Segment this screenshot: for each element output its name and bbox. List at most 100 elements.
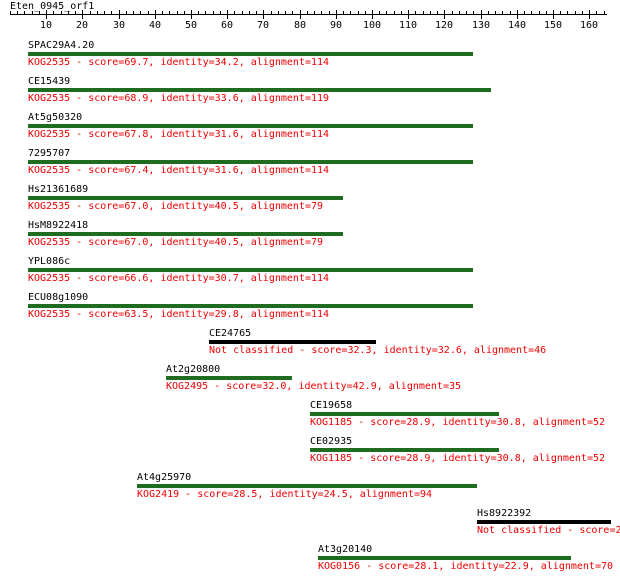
axis-minor-tick (148, 11, 149, 14)
axis-minor-tick (177, 11, 178, 14)
axis-major-tick (336, 10, 337, 19)
axis-minor-tick (278, 11, 279, 14)
hit-alignment-bar[interactable] (166, 376, 292, 380)
axis-minor-tick (329, 11, 330, 14)
axis-minor-tick (285, 11, 286, 14)
axis-tick-label: 10 (39, 20, 53, 31)
hit-name: CE02935 (310, 436, 353, 447)
axis-minor-tick (126, 11, 127, 14)
axis-tick-label: 50 (184, 20, 198, 31)
hit-alignment-bar[interactable] (28, 52, 473, 56)
hit-name: At5g50320 (28, 112, 83, 123)
axis-minor-tick (97, 11, 98, 14)
hit-alignment-bar[interactable] (28, 160, 473, 164)
axis-minor-tick (90, 11, 91, 14)
axis-major-tick (82, 10, 83, 19)
hit-description: KOG0156 - score=28.1, identity=22.9, ali… (318, 561, 614, 572)
hit-description: Not classified - score=28 (477, 525, 620, 536)
hit-alignment-bar[interactable] (310, 448, 499, 452)
hit-name: YPL086c (28, 256, 71, 267)
axis-minor-tick (213, 11, 214, 14)
axis-major-tick (263, 10, 264, 19)
axis-minor-tick (379, 11, 380, 14)
axis-minor-tick (575, 11, 576, 14)
hit-name: CE24765 (209, 328, 252, 339)
hit-description: Not classified - score=32.3, identity=32… (209, 345, 547, 356)
axis-tick-label: 60 (220, 20, 234, 31)
axis-tick-label: 160 (579, 20, 599, 31)
hit-description: KOG2535 - score=68.9, identity=33.6, ali… (28, 93, 330, 104)
hit-alignment-bar[interactable] (209, 340, 376, 344)
hit-description: KOG2419 - score=28.5, identity=24.5, ali… (137, 489, 433, 500)
axis-minor-tick (350, 11, 351, 14)
axis-minor-tick (111, 11, 112, 14)
axis-minor-tick (560, 11, 561, 14)
axis-major-tick (444, 10, 445, 19)
hit-alignment-bar[interactable] (28, 268, 473, 272)
axis-minor-tick (452, 11, 453, 14)
axis-minor-tick (184, 11, 185, 14)
axis-tick-label: 70 (256, 20, 270, 31)
axis-minor-tick (358, 11, 359, 14)
axis-minor-tick (524, 11, 525, 14)
axis-minor-tick (140, 11, 141, 14)
axis-tick-label: 100 (362, 20, 382, 31)
hit-name: At4g25970 (137, 472, 192, 483)
hit-description: KOG2535 - score=67.4, identity=31.6, ali… (28, 165, 330, 176)
axis-minor-tick (17, 11, 18, 14)
hit-alignment-bar[interactable] (28, 232, 343, 236)
axis-major-tick (553, 10, 554, 19)
axis-minor-tick (249, 11, 250, 14)
axis-minor-tick (256, 11, 257, 14)
axis-minor-tick (596, 11, 597, 14)
hit-alignment-bar[interactable] (477, 520, 611, 524)
axis-minor-tick (32, 11, 33, 14)
axis-minor-tick (61, 11, 62, 14)
axis-minor-tick (242, 11, 243, 14)
hit-name: CE15439 (28, 76, 71, 87)
hit-description: KOG2535 - score=63.5, identity=29.8, ali… (28, 309, 330, 320)
axis-minor-tick (567, 11, 568, 14)
hit-description: KOG2495 - score=32.0, identity=42.9, ali… (166, 381, 462, 392)
hit-description: KOG1185 - score=28.9, identity=30.8, ali… (310, 417, 606, 428)
hit-description: KOG2535 - score=67.0, identity=40.5, ali… (28, 237, 324, 248)
axis-minor-tick (205, 11, 206, 14)
hit-alignment-bar[interactable] (310, 412, 499, 416)
axis-minor-tick (459, 11, 460, 14)
hit-alignment-bar[interactable] (28, 124, 473, 128)
axis-tick-label: 140 (507, 20, 527, 31)
axis-major-tick (119, 10, 120, 19)
axis-tick-label: 120 (434, 20, 454, 31)
axis-minor-tick (539, 11, 540, 14)
axis-major-tick (191, 10, 192, 19)
axis-minor-tick (307, 11, 308, 14)
axis-minor-tick (220, 11, 221, 14)
hit-name: 7295707 (28, 148, 71, 159)
axis-minor-tick (401, 11, 402, 14)
axis-minor-tick (502, 11, 503, 14)
axis-minor-tick (234, 11, 235, 14)
axis-major-tick (517, 10, 518, 19)
hit-name: SPAC29A4.20 (28, 40, 95, 51)
axis-minor-tick (437, 11, 438, 14)
hit-alignment-bar[interactable] (28, 304, 473, 308)
hit-alignment-bar[interactable] (28, 88, 491, 92)
axis-minor-tick (604, 11, 605, 14)
axis-minor-tick (24, 11, 25, 14)
axis-minor-tick (546, 11, 547, 14)
hit-alignment-bar[interactable] (318, 556, 571, 560)
axis-major-tick (227, 10, 228, 19)
hit-alignment-bar[interactable] (28, 196, 343, 200)
axis-minor-tick (466, 11, 467, 14)
axis-major-tick (155, 10, 156, 19)
axis-major-tick (481, 10, 482, 19)
axis-minor-tick (430, 11, 431, 14)
axis-major-tick (589, 10, 590, 19)
axis-minor-tick (423, 11, 424, 14)
hit-name: CE19658 (310, 400, 353, 411)
axis-minor-tick (104, 11, 105, 14)
hit-name: Hs8922392 (477, 508, 532, 519)
axis-minor-tick (582, 11, 583, 14)
axis-tick-label: 20 (75, 20, 89, 31)
hit-alignment-bar[interactable] (137, 484, 477, 488)
